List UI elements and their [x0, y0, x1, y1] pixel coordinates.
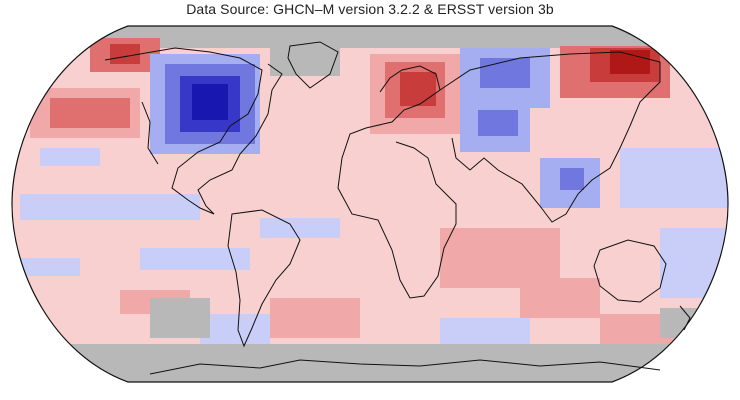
data-source-title: Data Source: GHCN–M version 3.2.2 & ERSS… — [186, 1, 554, 17]
southern-no-data-2 — [660, 308, 720, 338]
south-pacific-cool-band — [140, 248, 250, 270]
antarctica-coastline — [149, 359, 661, 375]
central-asia-cooler — [478, 110, 518, 136]
south-indian-warm — [520, 278, 600, 318]
west-pacific-cool — [620, 148, 728, 208]
antarctic-no-data — [12, 344, 728, 382]
siberia-cooler — [480, 58, 530, 88]
europe-warm-core — [400, 72, 436, 106]
north-pacific-warm-core — [50, 98, 130, 128]
tropical-pacific-cool-band — [20, 194, 200, 220]
globe-outline — [11, 25, 729, 383]
greenland-coastline — [287, 41, 339, 89]
south-atlantic-warm — [270, 298, 360, 338]
north-america-coastline — [104, 47, 283, 215]
sw-pacific-cool — [660, 228, 728, 298]
pacific-cool-patch-2 — [20, 258, 80, 276]
north-america-west-coast — [141, 101, 159, 165]
alaska-warm-core — [110, 44, 140, 64]
australia-coastline — [593, 239, 667, 303]
coastlines — [104, 41, 691, 375]
drake-passage-cool — [200, 314, 270, 348]
color-scale-strip — [60, 392, 680, 400]
temperature-anomaly-map — [0, 18, 740, 390]
atlantic-cool-patch — [260, 218, 340, 238]
southern-no-data-1 — [150, 298, 210, 338]
anomaly-grid — [12, 26, 728, 382]
greenland-no-data — [270, 40, 340, 76]
arctic-no-data — [12, 26, 728, 48]
europe-africa-coastline — [337, 65, 457, 299]
southeast-asia-cooler — [560, 168, 584, 190]
south-america-coastline — [227, 209, 301, 348]
east-siberia-hot — [610, 50, 650, 74]
asia-coastline — [439, 51, 661, 223]
north-america-coldest — [192, 84, 228, 120]
southern-ocean-cool-1 — [440, 318, 530, 348]
pacific-cool-patch-1 — [40, 148, 100, 166]
